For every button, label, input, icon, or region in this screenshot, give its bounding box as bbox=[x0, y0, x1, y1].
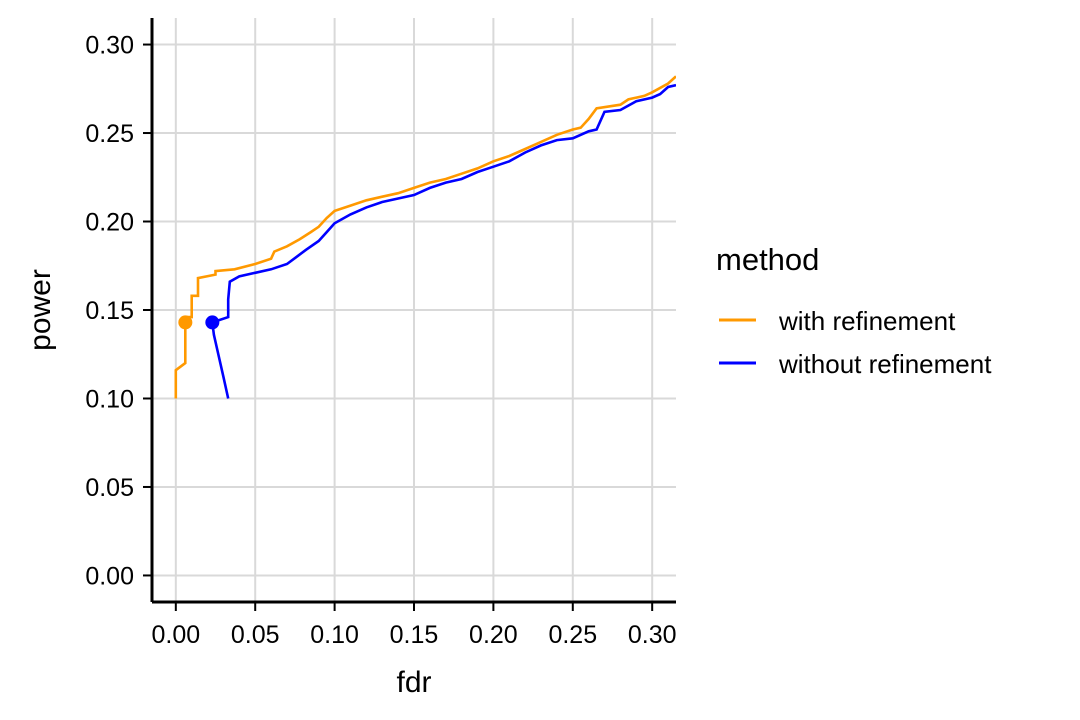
legend-title: method bbox=[716, 242, 819, 277]
series-point bbox=[205, 315, 220, 330]
y-tick-label: 0.10 bbox=[85, 385, 134, 413]
x-tick-label: 0.15 bbox=[390, 621, 439, 649]
legend: method with refinement without refinement bbox=[716, 242, 992, 379]
x-tick-label: 0.05 bbox=[231, 621, 280, 649]
y-tick-label: 0.00 bbox=[85, 562, 134, 590]
x-tick-label: 0.10 bbox=[310, 621, 359, 649]
y-tick-label: 0.20 bbox=[85, 209, 134, 237]
series-point bbox=[178, 315, 193, 330]
x-tick-label: 0.25 bbox=[548, 621, 597, 649]
plot-area bbox=[174, 75, 676, 399]
x-tick-label: 0.00 bbox=[151, 621, 200, 649]
y-tick-label: 0.15 bbox=[85, 297, 134, 325]
series-line bbox=[210, 83, 676, 399]
grid bbox=[152, 18, 676, 602]
x-axis-title: fdr bbox=[396, 666, 431, 699]
y-tick-label: 0.05 bbox=[85, 474, 134, 502]
legend-label: with refinement bbox=[778, 306, 956, 336]
y-axis-title: power bbox=[24, 269, 57, 351]
series-line bbox=[174, 75, 676, 399]
x-tick-label: 0.30 bbox=[628, 621, 677, 649]
legend-label: without refinement bbox=[778, 349, 992, 379]
x-tick-label: 0.20 bbox=[469, 621, 518, 649]
ticks: 0.00 0.05 0.10 0.15 0.20 0.25 0.30 0.00 0.05 0.10… bbox=[85, 32, 676, 649]
y-tick-label: 0.30 bbox=[85, 32, 134, 60]
y-tick-label: 0.25 bbox=[85, 120, 134, 148]
